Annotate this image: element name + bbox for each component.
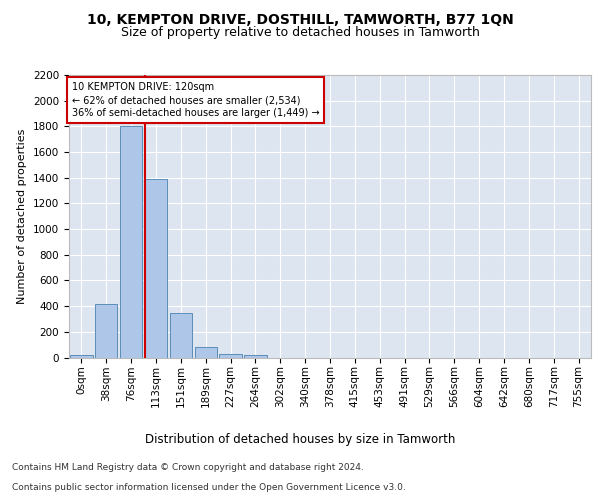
- Bar: [95, 304, 118, 358]
- Bar: [194, 347, 217, 358]
- Text: Contains public sector information licensed under the Open Government Licence v3: Contains public sector information licen…: [12, 484, 406, 492]
- Text: Size of property relative to detached houses in Tamworth: Size of property relative to detached ho…: [121, 26, 479, 39]
- Bar: [70, 355, 92, 358]
- Text: 10, KEMPTON DRIVE, DOSTHILL, TAMWORTH, B77 1QN: 10, KEMPTON DRIVE, DOSTHILL, TAMWORTH, B…: [86, 12, 514, 26]
- Bar: [244, 355, 266, 358]
- Text: Contains HM Land Registry data © Crown copyright and database right 2024.: Contains HM Land Registry data © Crown c…: [12, 464, 364, 472]
- Bar: [120, 126, 142, 358]
- Bar: [145, 179, 167, 358]
- Text: 10 KEMPTON DRIVE: 120sqm
← 62% of detached houses are smaller (2,534)
36% of sem: 10 KEMPTON DRIVE: 120sqm ← 62% of detach…: [71, 82, 319, 118]
- Text: Distribution of detached houses by size in Tamworth: Distribution of detached houses by size …: [145, 432, 455, 446]
- Bar: [170, 312, 192, 358]
- Bar: [220, 354, 242, 358]
- Y-axis label: Number of detached properties: Number of detached properties: [17, 128, 28, 304]
